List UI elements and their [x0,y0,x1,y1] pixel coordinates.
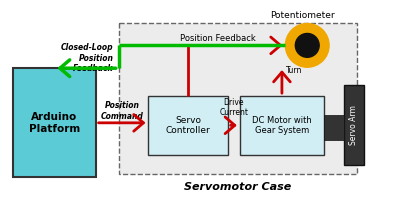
Bar [240,96,324,155]
Text: Servomotor Case: Servomotor Case [184,182,291,192]
Text: Closed-Loop
Position
Feedback: Closed-Loop Position Feedback [61,43,114,73]
Text: Servo
Controller: Servo Controller [166,116,210,135]
Text: Arduino
Platform: Arduino Platform [29,112,80,134]
Text: Servo Arm: Servo Arm [350,105,358,145]
Bar [324,115,344,140]
Text: Potentiometer: Potentiometer [270,10,334,20]
Bar [118,23,357,174]
Bar [13,68,96,177]
Text: Position Feedback: Position Feedback [180,34,256,43]
Bar [148,96,228,155]
Circle shape [285,24,329,67]
Bar [344,85,364,165]
Text: DC Motor with
Gear System: DC Motor with Gear System [252,116,312,135]
Circle shape [295,33,319,57]
Text: Turn: Turn [286,66,302,75]
Text: Position
Command: Position Command [101,101,144,121]
Text: Drive
Current: Drive Current [219,98,248,117]
